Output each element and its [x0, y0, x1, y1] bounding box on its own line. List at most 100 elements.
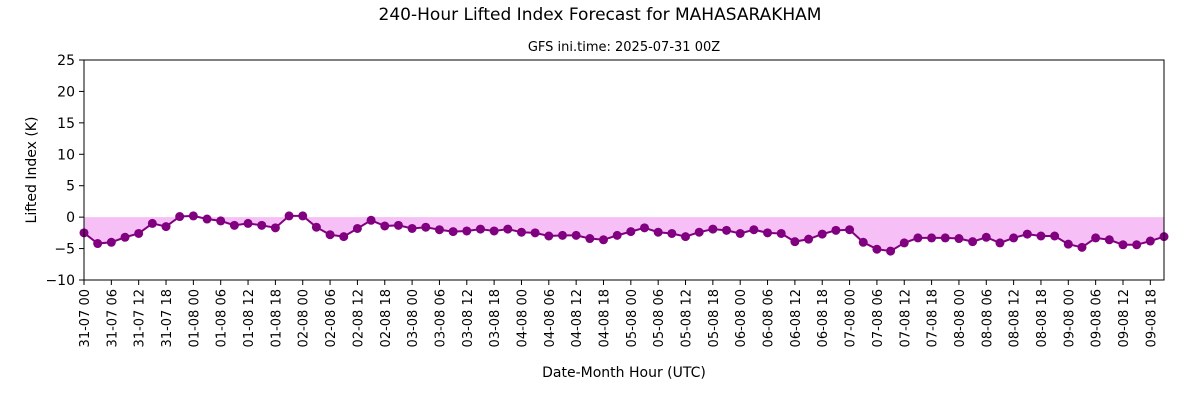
data-point — [270, 223, 280, 233]
data-point — [995, 238, 1005, 248]
data-point — [858, 237, 868, 247]
data-point — [1009, 233, 1019, 243]
x-tick-label: 08-08 12 — [1008, 289, 1023, 347]
x-tick-label: 05-08 00 — [625, 289, 640, 347]
data-point — [448, 227, 458, 237]
data-point — [681, 232, 691, 242]
data-point — [1091, 233, 1101, 243]
data-point — [831, 225, 841, 235]
data-point — [339, 232, 349, 242]
x-tick-label: 05-08 12 — [680, 289, 695, 347]
data-point — [872, 244, 882, 254]
data-point — [899, 238, 909, 248]
x-tick-label: 06-08 18 — [816, 289, 831, 347]
x-tick-label: 06-08 06 — [762, 289, 777, 347]
x-tick-label: 07-08 18 — [926, 289, 941, 347]
data-point — [817, 229, 827, 239]
data-point — [845, 225, 855, 235]
x-tick-label: 09-08 06 — [1090, 289, 1105, 347]
chart-subtitle: GFS ini.time: 2025-07-31 00Z — [528, 40, 720, 55]
y-tick-label: 20 — [57, 84, 75, 100]
y-tick-label: −5 — [54, 242, 75, 258]
x-tick-label: 31-07 00 — [78, 289, 93, 347]
y-tick-label: 0 — [66, 210, 75, 226]
data-point — [380, 221, 390, 231]
data-point — [763, 228, 773, 238]
data-point — [216, 216, 226, 226]
data-point — [503, 224, 513, 234]
data-point — [106, 237, 116, 247]
x-tick-label: 01-08 00 — [187, 289, 202, 347]
data-point — [640, 223, 650, 233]
data-point — [530, 228, 540, 238]
data-point — [544, 231, 554, 241]
data-point — [968, 237, 978, 247]
data-point — [475, 224, 485, 234]
data-point — [790, 237, 800, 247]
data-point — [462, 226, 472, 236]
chart-title: 240-Hour Lifted Index Forecast for MAHAS… — [378, 5, 822, 25]
data-point — [1063, 239, 1073, 249]
x-tick-label: 02-08 12 — [351, 289, 366, 347]
data-point — [804, 234, 814, 244]
data-point — [1118, 240, 1128, 250]
data-point — [311, 222, 321, 232]
data-point — [161, 222, 171, 232]
x-tick-label: 04-08 18 — [597, 289, 612, 347]
data-point — [257, 220, 267, 230]
data-point — [653, 227, 663, 237]
data-point — [93, 239, 103, 249]
data-point — [571, 230, 581, 240]
y-axis-label: Lifted Index (K) — [24, 117, 40, 224]
x-tick-label: 02-08 18 — [379, 289, 394, 347]
data-point — [1050, 231, 1060, 241]
x-tick-label: 07-08 12 — [898, 289, 913, 347]
x-tick-label: 31-07 12 — [133, 289, 148, 347]
x-tick-label: 04-08 00 — [515, 289, 530, 347]
data-point — [175, 212, 185, 222]
x-tick-label: 08-08 06 — [980, 289, 995, 347]
data-point — [284, 211, 294, 221]
x-tick-label: 03-08 12 — [461, 289, 476, 347]
data-point — [1104, 235, 1114, 245]
data-point — [940, 233, 950, 243]
data-point — [626, 227, 636, 237]
x-tick-label: 01-08 12 — [242, 289, 257, 347]
data-points-layer — [79, 211, 1169, 256]
data-point — [776, 228, 786, 238]
x-tick-label: 04-08 12 — [570, 289, 585, 347]
x-tick-label: 08-08 00 — [953, 289, 968, 347]
data-point — [749, 225, 759, 235]
data-point — [120, 232, 130, 242]
x-tick-label: 03-08 00 — [406, 289, 421, 347]
data-point — [735, 228, 745, 238]
data-point — [927, 233, 937, 243]
y-axis: 25 20 15 10 5 0 −5 −10 — [45, 53, 84, 289]
data-point — [557, 230, 567, 240]
x-tick-label: 05-08 06 — [652, 289, 667, 347]
data-point — [667, 228, 677, 238]
data-point — [1077, 242, 1087, 252]
x-tick-label: 04-08 06 — [543, 289, 558, 347]
data-point — [229, 220, 239, 230]
data-point — [421, 222, 431, 232]
y-tick-label: −10 — [45, 273, 75, 289]
data-point — [913, 233, 923, 243]
data-point — [134, 228, 144, 238]
x-tick-label: 07-08 00 — [844, 289, 859, 347]
data-point — [886, 246, 896, 256]
x-tick-label: 01-08 06 — [215, 289, 230, 347]
data-point — [954, 234, 964, 244]
data-point — [981, 232, 991, 242]
data-point — [1036, 231, 1046, 241]
data-point — [243, 218, 253, 228]
data-point — [1022, 229, 1032, 239]
data-point — [393, 220, 403, 230]
x-tick-label: 08-08 18 — [1035, 289, 1050, 347]
x-tick-label: 02-08 06 — [324, 289, 339, 347]
x-tick-label: 09-08 12 — [1117, 289, 1132, 347]
x-tick-label: 09-08 18 — [1144, 289, 1159, 347]
data-point — [708, 224, 718, 234]
x-tick-label: 02-08 00 — [297, 289, 312, 347]
data-point — [434, 225, 444, 235]
